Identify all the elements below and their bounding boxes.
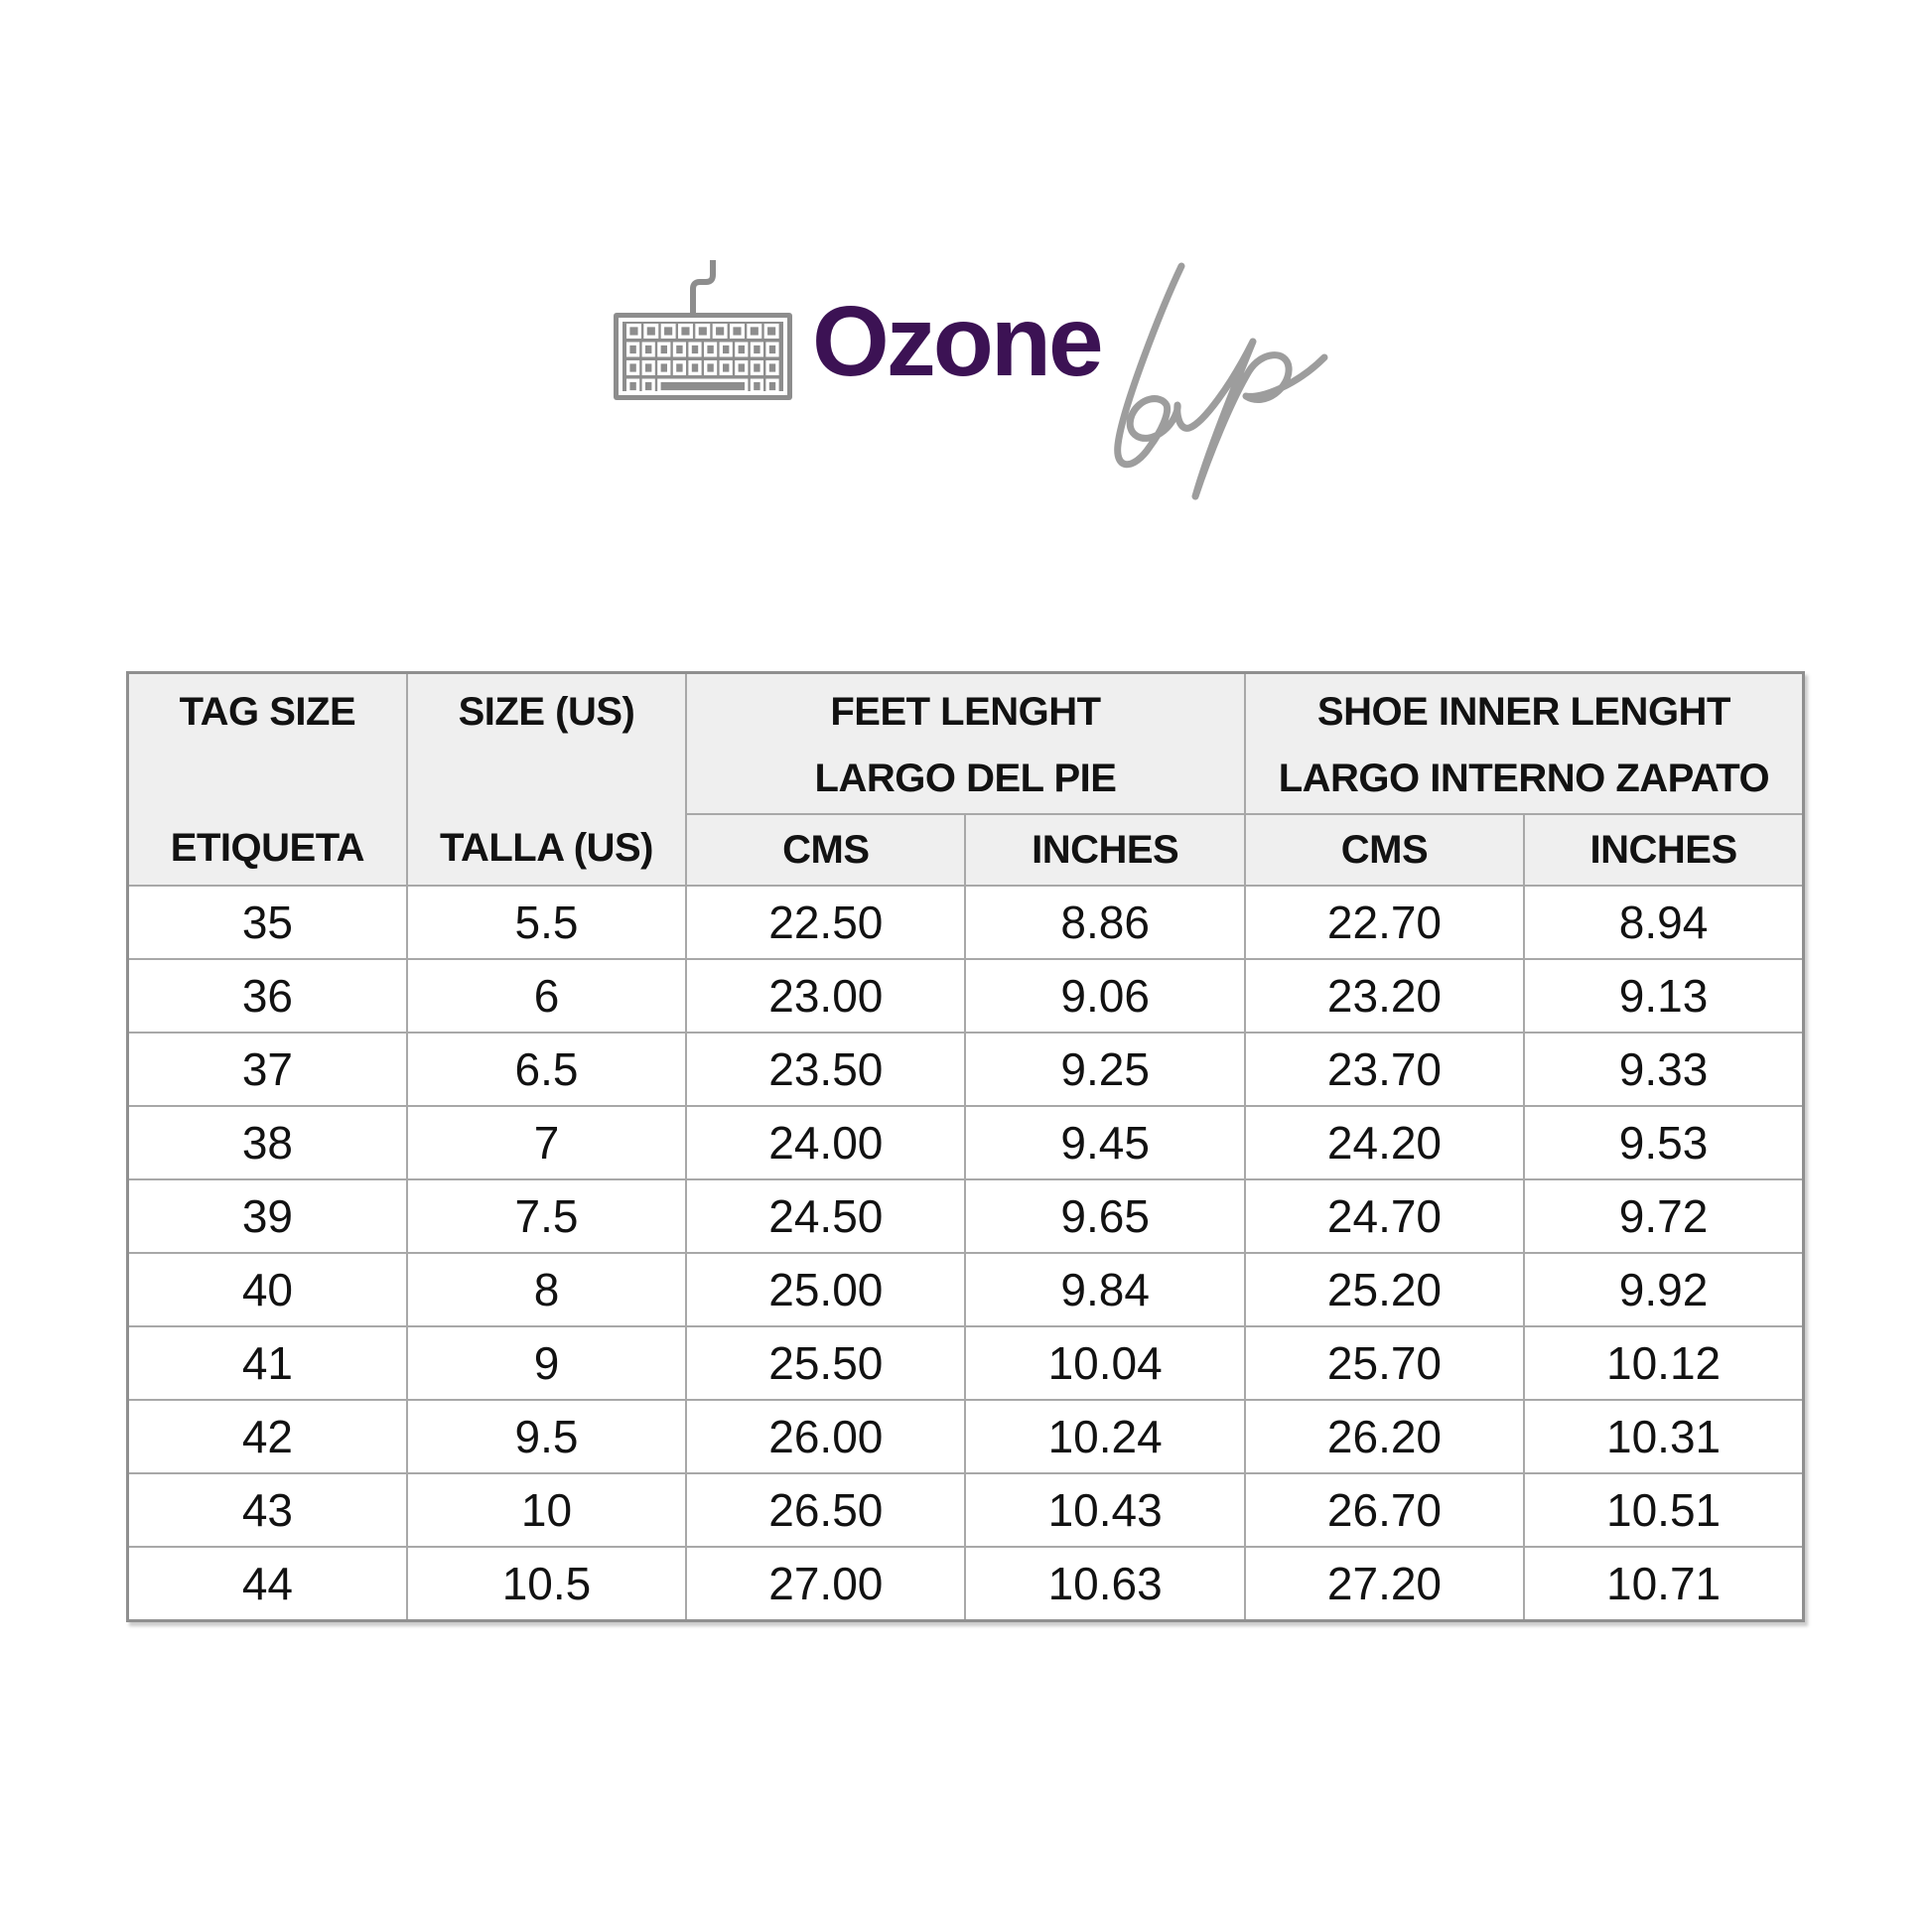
header-feet-cms: CMS	[685, 813, 967, 887]
table-cell: 24.20	[1243, 1105, 1526, 1180]
table-cell: 23.00	[685, 958, 967, 1034]
table-cell: 6	[405, 958, 688, 1034]
table-cell: 9.33	[1523, 1032, 1805, 1107]
table-row: 38 7 24.00 9.45 24.20 9.53	[126, 1105, 1805, 1180]
table-cell: 10.04	[964, 1325, 1246, 1401]
table-cell: 44	[126, 1546, 408, 1622]
table-cell: 40	[126, 1252, 408, 1327]
table-row: 44 10.5 27.00 10.63 27.20 10.71	[126, 1546, 1805, 1622]
brand-script-text: Lap	[608, 248, 609, 249]
header-size-us: SIZE (US) TALLA (US)	[405, 671, 688, 887]
table-cell: 24.50	[685, 1178, 967, 1254]
table-cell: 9.84	[964, 1252, 1246, 1327]
table-header: TAG SIZE ETIQUETA SIZE (US) TALLA (US) F…	[126, 671, 1805, 887]
table-row: 43 10 26.50 10.43 26.70 10.51	[126, 1472, 1805, 1548]
table-cell: 9.92	[1523, 1252, 1805, 1327]
keyboard-keys	[626, 324, 779, 394]
brand-name-text: Ozone	[812, 286, 1104, 397]
table-cell: 41	[126, 1325, 408, 1401]
header-size-us-en: SIZE (US)	[458, 690, 635, 734]
table-cell: 9	[405, 1325, 688, 1401]
table-cell: 10.63	[964, 1546, 1246, 1622]
table-cell: 10.43	[964, 1472, 1246, 1548]
header-size-us-es: TALLA (US)	[440, 826, 653, 870]
table-cell: 22.70	[1243, 885, 1526, 960]
header-feet-inches: INCHES	[964, 813, 1246, 887]
table-row: 39 7.5 24.50 9.65 24.70 9.72	[126, 1178, 1805, 1254]
header-tag-size-en: TAG SIZE	[179, 690, 356, 734]
brand-script-lap	[1114, 262, 1328, 500]
header-tag-size: TAG SIZE ETIQUETA	[126, 671, 408, 887]
table-cell: 25.70	[1243, 1325, 1526, 1401]
table-cell: 25.20	[1243, 1252, 1526, 1327]
keyboard-icon	[614, 260, 792, 400]
header-shoe-inner-length-es: LARGO INTERNO ZAPATO	[1278, 757, 1770, 800]
table-cell: 10.24	[964, 1399, 1246, 1474]
table-cell: 8	[405, 1252, 688, 1327]
table-cell: 26.50	[685, 1472, 967, 1548]
table-cell: 23.70	[1243, 1032, 1526, 1107]
table-cell: 10.71	[1523, 1546, 1805, 1622]
table-cell: 25.00	[685, 1252, 967, 1327]
table-cell: 7.5	[405, 1178, 688, 1254]
table-cell: 9.45	[964, 1105, 1246, 1180]
table-cell: 5.5	[405, 885, 688, 960]
table-row: 37 6.5 23.50 9.25 23.70 9.33	[126, 1032, 1805, 1107]
table-cell: 38	[126, 1105, 408, 1180]
table-cell: 26.70	[1243, 1472, 1526, 1548]
header-shoe-inner-length-en: SHOE INNER LENGHT	[1316, 690, 1730, 734]
table-cell: 26.00	[685, 1399, 967, 1474]
header-feet-length-es: LARGO DEL PIE	[814, 757, 1117, 800]
header-tag-size-es: ETIQUETA	[170, 826, 365, 870]
table-cell: 24.70	[1243, 1178, 1526, 1254]
table-cell: 43	[126, 1472, 408, 1548]
table-cell: 37	[126, 1032, 408, 1107]
header-row-units: CMS INCHES CMS INCHES	[128, 813, 1805, 887]
table-cell: 36	[126, 958, 408, 1034]
table-cell: 25.50	[685, 1325, 967, 1401]
table-cell: 9.65	[964, 1178, 1246, 1254]
table-cell: 23.50	[685, 1032, 967, 1107]
table-cell: 7	[405, 1105, 688, 1180]
table-cell: 27.20	[1243, 1546, 1526, 1622]
table-cell: 26.20	[1243, 1399, 1526, 1474]
table-cell: 10.12	[1523, 1325, 1805, 1401]
size-chart-table: TAG SIZE ETIQUETA SIZE (US) TALLA (US) F…	[126, 671, 1805, 1622]
table-row: 42 9.5 26.00 10.24 26.20 10.31	[126, 1399, 1805, 1474]
table-cell: 42	[126, 1399, 408, 1474]
table-cell: 6.5	[405, 1032, 688, 1107]
table-cell: 9.72	[1523, 1178, 1805, 1254]
table-cell: 9.13	[1523, 958, 1805, 1034]
table-cell: 9.5	[405, 1399, 688, 1474]
brand-logo: Ozone Lap	[608, 248, 1382, 536]
table-cell: 22.50	[685, 885, 967, 960]
header-shoe-inner-length: SHOE INNER LENGHT LARGO INTERNO ZAPATO	[1243, 671, 1805, 815]
header-shoe-cms: CMS	[1243, 813, 1526, 887]
table-cell: 8.86	[964, 885, 1246, 960]
header-shoe-inches: INCHES	[1523, 813, 1805, 887]
table-row: 35 5.5 22.50 8.86 22.70 8.94	[126, 885, 1805, 960]
table-cell: 23.20	[1243, 958, 1526, 1034]
table-cell: 9.06	[964, 958, 1246, 1034]
size-table-body: 35 5.5 22.50 8.86 22.70 8.94 36 6 23.00 9.06 23.20…	[126, 885, 1805, 1622]
table-cell: 9.25	[964, 1032, 1246, 1107]
table-cell: 8.94	[1523, 885, 1805, 960]
table-cell: 24.00	[685, 1105, 967, 1180]
table-cell: 35	[126, 885, 408, 960]
table-row: 40 8 25.00 9.84 25.20 9.92	[126, 1252, 1805, 1327]
header-row-groups: TAG SIZE ETIQUETA SIZE (US) TALLA (US) F…	[126, 671, 1805, 887]
table-cell: 39	[126, 1178, 408, 1254]
table-cell: 10.5	[405, 1546, 688, 1622]
table-cell: 10	[405, 1472, 688, 1548]
table-cell: 10.51	[1523, 1472, 1805, 1548]
table-cell: 9.53	[1523, 1105, 1805, 1180]
header-feet-length-en: FEET LENGHT	[830, 690, 1101, 734]
table-row: 41 9 25.50 10.04 25.70 10.12	[126, 1325, 1805, 1401]
table-cell: 27.00	[685, 1546, 967, 1622]
header-feet-length: FEET LENGHT LARGO DEL PIE	[685, 671, 1246, 815]
table-row: 36 6 23.00 9.06 23.20 9.13	[126, 958, 1805, 1034]
table-cell: 10.31	[1523, 1399, 1805, 1474]
